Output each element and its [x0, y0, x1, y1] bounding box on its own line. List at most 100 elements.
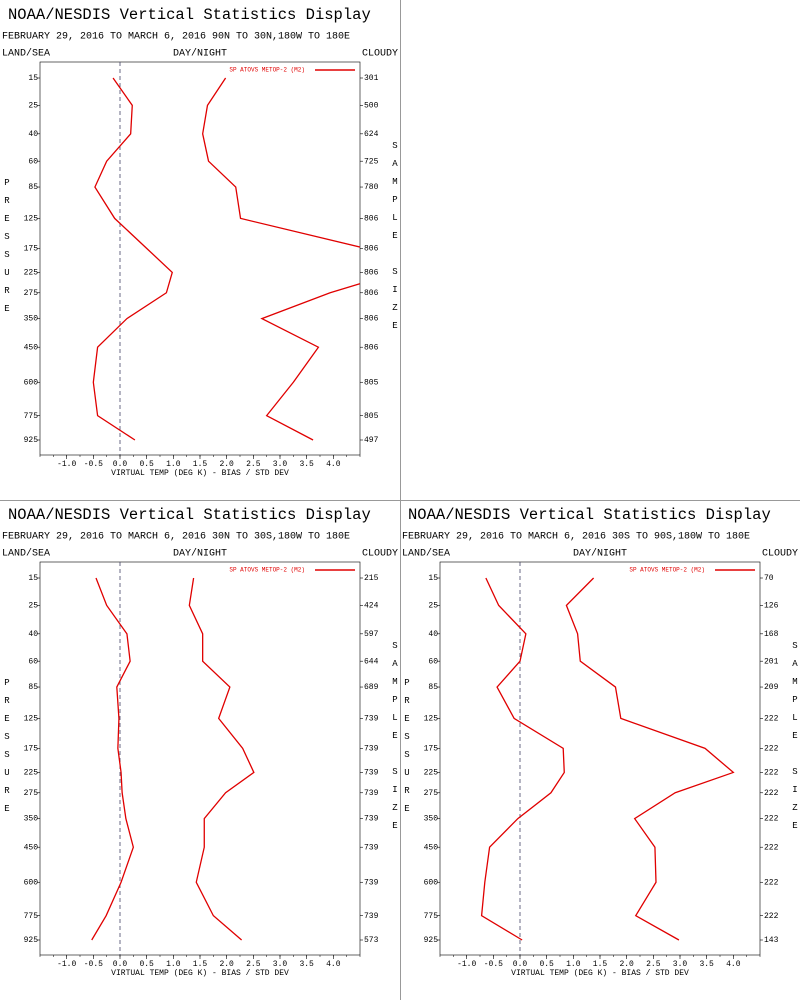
header-label: LAND/SEA: [402, 548, 450, 560]
chart-subtitle: FEBRUARY 29, 2016 TO MARCH 6, 2016 90N T…: [2, 32, 350, 43]
y-tick-label: 85: [428, 683, 438, 692]
y-tick-label: 450: [424, 843, 439, 852]
x-tick-label: 1.5: [193, 460, 208, 469]
y-tick-label: 175: [24, 744, 39, 753]
x-tick-label: 2.0: [619, 960, 634, 969]
series-line: [565, 577, 735, 941]
y-axis-label: PRESSURE: [2, 178, 12, 322]
y-tick-label: 350: [24, 315, 39, 324]
y-tick-label: 600: [24, 878, 39, 887]
header-label: DAY/NIGHT: [173, 548, 227, 560]
x-tick-label: -1.0: [457, 960, 476, 969]
x-tick-label: 2.0: [219, 960, 234, 969]
y-tick-label: 25: [28, 601, 38, 610]
header-label: CLOUDY: [362, 549, 398, 560]
x-tick-label: 3.0: [673, 960, 688, 969]
x-tick-label: 1.0: [166, 460, 181, 469]
chart-title: NOAA/NESDIS Vertical Statistics Display: [408, 506, 771, 524]
sample-size-label: 126: [764, 601, 779, 610]
y-tick-label: 275: [24, 289, 39, 298]
legend-label: SP ATOVS METOP-2 (M2): [229, 567, 305, 574]
y2-axis-label: SAMPLE SIZE: [390, 141, 400, 339]
sample-size-label: 725: [364, 157, 379, 166]
x-tick-label: 3.5: [299, 960, 314, 969]
y-tick-label: 925: [24, 436, 39, 445]
sample-size-label: 222: [764, 815, 779, 824]
sample-size-label: 806: [364, 343, 379, 352]
x-tick-label: -0.5: [484, 960, 503, 969]
x-tick-label: 2.5: [246, 960, 261, 969]
sample-size-label: 644: [364, 657, 379, 666]
y2-axis-label: SAMPLE SIZE: [390, 641, 400, 839]
header-label: CLOUDY: [362, 49, 398, 60]
y-tick-label: 60: [428, 657, 438, 666]
x-tick-label: 2.5: [646, 960, 661, 969]
x-axis-label: VIRTUAL TEMP (DEG K) - BIAS / STD DEV: [111, 469, 289, 478]
chart-title: NOAA/NESDIS Vertical Statistics Display: [8, 6, 371, 24]
y-tick-label: 925: [424, 936, 439, 945]
y-tick-label: 275: [24, 789, 39, 798]
chart: NOAA/NESDIS Vertical Statistics Display F…: [402, 506, 798, 978]
x-tick-label: 4.0: [326, 960, 341, 969]
y-tick-label: 225: [424, 769, 439, 778]
sample-size-label: 739: [364, 789, 379, 798]
sample-size-label: 806: [364, 244, 379, 253]
sample-size-label: 739: [364, 878, 379, 887]
y-tick-label: 60: [28, 657, 38, 666]
header-label: CLOUDY: [762, 549, 798, 560]
sample-size-label: 301: [364, 74, 379, 83]
y-tick-label: 175: [424, 744, 439, 753]
chart: NOAA/NESDIS Vertical Statistics Display F…: [2, 506, 398, 978]
sample-size-label: 168: [764, 630, 779, 639]
header-label: LAND/SEA: [2, 548, 50, 560]
y-tick-label: 275: [424, 789, 439, 798]
legend-label: SP ATOVS METOP-2 (M2): [229, 67, 305, 74]
y-tick-label: 15: [428, 574, 438, 583]
y-tick-label: 40: [428, 630, 438, 639]
x-tick-label: 1.5: [593, 960, 608, 969]
sample-size-label: 222: [764, 744, 779, 753]
y-tick-label: 925: [24, 936, 39, 945]
sample-size-label: 497: [364, 436, 379, 445]
legend-label: SP ATOVS METOP-2 (M2): [629, 567, 705, 574]
series-line: [92, 77, 174, 441]
sample-size-label: 143: [764, 936, 779, 945]
sample-size-label: 805: [364, 378, 379, 387]
y-axis-label: PRESSURE: [402, 678, 412, 822]
x-tick-label: 4.0: [726, 960, 741, 969]
chart: NOAA/NESDIS Vertical Statistics Display F…: [2, 6, 398, 478]
y-tick-label: 600: [424, 878, 439, 887]
x-tick-label: 4.0: [326, 460, 341, 469]
chart-subtitle: FEBRUARY 29, 2016 TO MARCH 6, 2016 30S T…: [402, 532, 750, 543]
x-tick-label: -0.5: [84, 960, 103, 969]
chart-panel: NOAA/NESDIS Vertical Statistics Display F…: [0, 500, 400, 1000]
sample-size-label: 222: [764, 878, 779, 887]
y-tick-label: 600: [24, 378, 39, 387]
y-tick-label: 85: [28, 683, 38, 692]
sample-size-label: 222: [764, 843, 779, 852]
sample-size-label: 805: [364, 412, 379, 421]
x-tick-label: 1.0: [566, 960, 581, 969]
sample-size-label: 780: [364, 183, 379, 192]
y-tick-label: 40: [28, 630, 38, 639]
sample-size-label: 739: [364, 843, 379, 852]
sample-size-label: 500: [364, 101, 379, 110]
y-tick-label: 225: [24, 269, 39, 278]
y-tick-label: 125: [24, 715, 39, 724]
sample-size-label: 624: [364, 130, 379, 139]
x-tick-label: 3.0: [273, 460, 288, 469]
chart-panel: NOAA/NESDIS Vertical Statistics Display F…: [0, 0, 400, 500]
x-tick-label: 0.0: [113, 960, 128, 969]
sample-size-label: 739: [364, 769, 379, 778]
x-tick-label: -0.5: [84, 460, 103, 469]
x-tick-label: 3.5: [699, 960, 714, 969]
y-tick-label: 775: [424, 912, 439, 921]
sample-size-label: 597: [364, 630, 379, 639]
sample-size-label: 806: [364, 269, 379, 278]
y-tick-label: 60: [28, 157, 38, 166]
sample-size-label: 806: [364, 315, 379, 324]
chart-subtitle: FEBRUARY 29, 2016 TO MARCH 6, 2016 30N T…: [2, 532, 350, 543]
y-tick-label: 15: [28, 74, 38, 83]
